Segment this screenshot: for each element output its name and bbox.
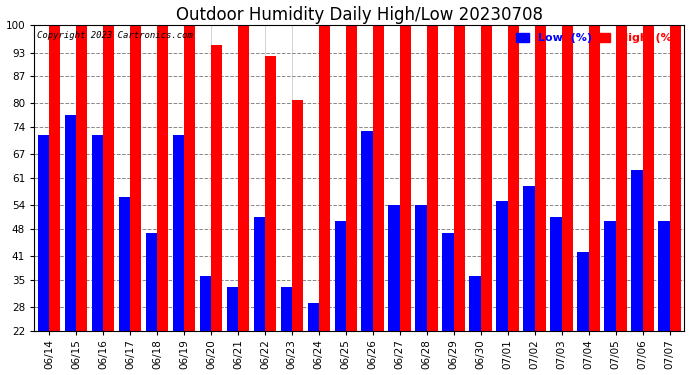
Bar <box>238 25 249 330</box>
Bar <box>496 201 508 330</box>
Bar <box>373 25 384 330</box>
Bar <box>535 25 546 330</box>
Title: Outdoor Humidity Daily High/Low 20230708: Outdoor Humidity Daily High/Low 20230708 <box>176 6 543 24</box>
Bar <box>658 221 669 330</box>
Bar <box>589 25 600 330</box>
Bar <box>481 25 492 330</box>
Bar <box>427 25 438 330</box>
Bar <box>642 25 654 330</box>
Bar <box>308 303 319 330</box>
Bar <box>508 25 519 330</box>
Bar <box>199 276 211 330</box>
Bar <box>265 56 276 330</box>
Bar <box>49 25 61 330</box>
Bar <box>146 232 157 330</box>
Bar <box>172 135 184 330</box>
Bar <box>76 25 88 330</box>
Bar <box>211 45 222 330</box>
Bar <box>469 276 481 330</box>
Bar <box>604 221 615 330</box>
Bar <box>562 25 573 330</box>
Bar <box>226 288 238 330</box>
Bar <box>578 252 589 330</box>
Bar <box>615 25 627 330</box>
Bar <box>292 99 303 330</box>
Bar <box>442 232 454 330</box>
Bar <box>65 115 76 330</box>
Bar <box>388 205 400 330</box>
Bar <box>281 288 292 330</box>
Bar <box>119 197 130 330</box>
Bar <box>319 25 331 330</box>
Bar <box>92 135 103 330</box>
Bar <box>346 25 357 330</box>
Bar <box>631 170 642 330</box>
Legend: Low  (%), High  (%): Low (%), High (%) <box>513 31 679 45</box>
Bar <box>669 25 681 330</box>
Text: Copyright 2023 Cartronics.com: Copyright 2023 Cartronics.com <box>37 31 193 40</box>
Bar <box>362 131 373 330</box>
Bar <box>38 135 49 330</box>
Bar <box>253 217 265 330</box>
Bar <box>454 25 465 330</box>
Bar <box>130 25 141 330</box>
Bar <box>415 205 427 330</box>
Bar <box>335 221 346 330</box>
Bar <box>400 25 411 330</box>
Bar <box>184 25 195 330</box>
Bar <box>524 186 535 330</box>
Bar <box>157 25 168 330</box>
Bar <box>103 25 115 330</box>
Bar <box>551 217 562 330</box>
